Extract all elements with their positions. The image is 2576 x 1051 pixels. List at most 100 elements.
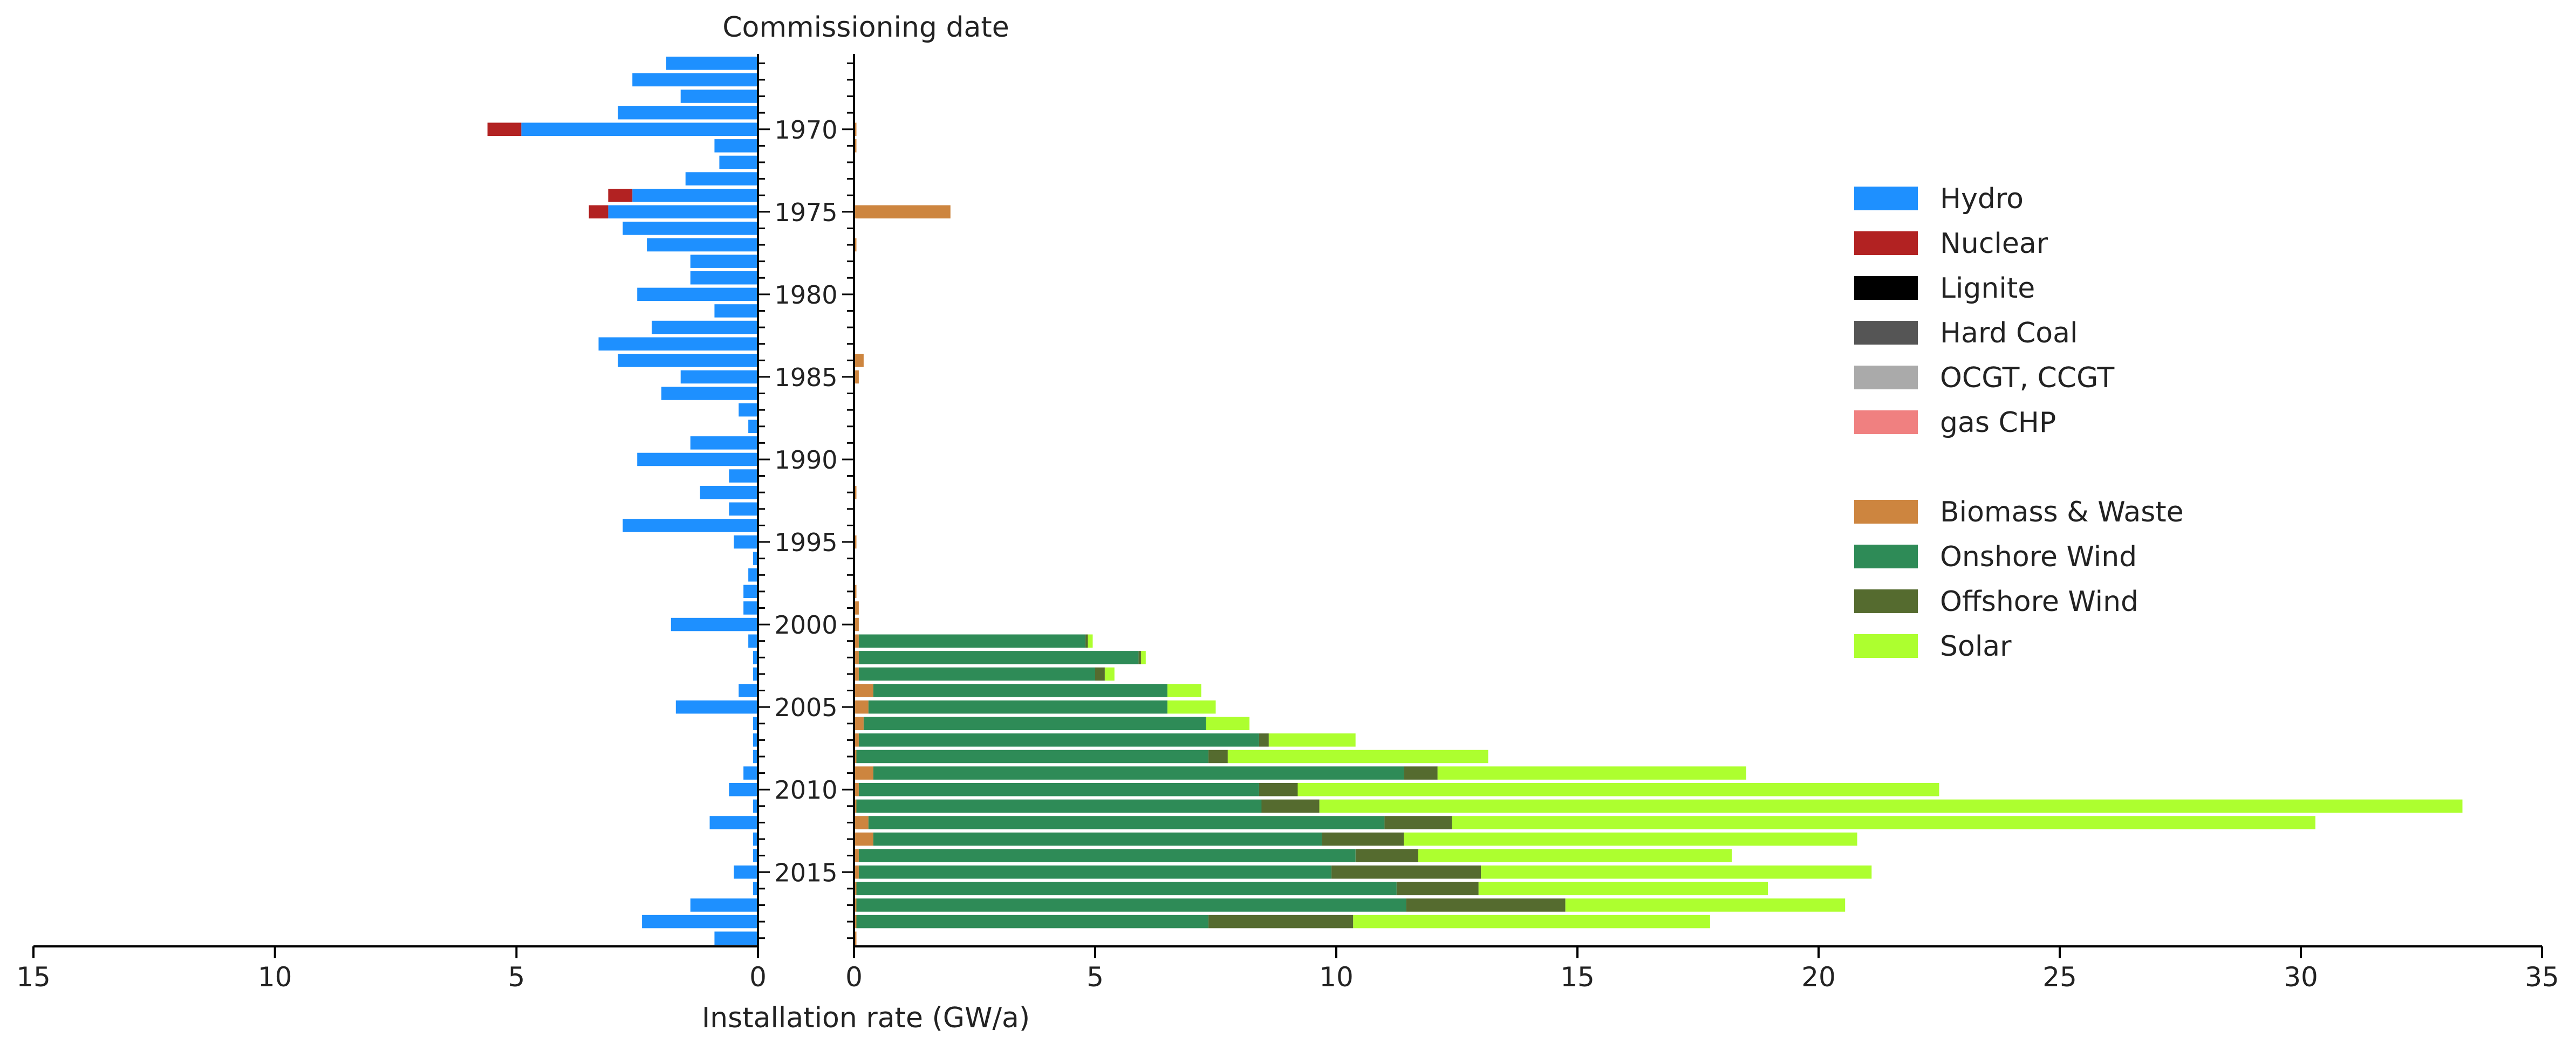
bar-right-2014-biomass-waste: [854, 849, 859, 862]
bar-left-1996-hydro: [753, 552, 758, 565]
bar-right-1992-biomass-waste: [854, 486, 857, 499]
legend-label-offshore-wind: Offshore Wind: [1940, 586, 2138, 618]
bar-left-1980-hydro: [637, 287, 758, 301]
legend-label-hard-coal: Hard Coal: [1940, 317, 2078, 349]
bar-left-1982-hydro: [652, 320, 758, 334]
legend-swatch-hard-coal: [1854, 321, 1918, 345]
bar-right-2008-biomass-waste: [854, 750, 857, 764]
bar-right-2008-offshore-wind: [1208, 750, 1228, 764]
left-x-tick-label-5: 5: [508, 961, 525, 993]
legend-swatch-offshore-wind: [1854, 589, 1918, 613]
bar-left-1999-hydro: [743, 601, 758, 615]
bar-left-2018-hydro: [642, 915, 758, 929]
bar-left-2006-hydro: [753, 717, 758, 730]
bar-left-2015-hydro: [734, 865, 758, 879]
bar-right-2015-offshore-wind: [1331, 865, 1481, 879]
bar-right-2002-offshore-wind: [1138, 651, 1141, 664]
bar-left-2004-hydro: [739, 684, 758, 697]
bar-left-1997-hydro: [748, 568, 758, 582]
bar-right-2010-offshore-wind: [1259, 783, 1298, 796]
bar-left-2002-hydro: [753, 651, 758, 664]
bar-left-2003-hydro: [753, 667, 758, 681]
legend-swatch-solar: [1854, 634, 1918, 658]
bar-right-2013-onshore-wind: [873, 832, 1322, 846]
chart-title: Commissioning date: [722, 11, 1009, 44]
bar-right-2014-solar: [1418, 849, 1732, 862]
right-x-tick-label-35: 35: [2525, 961, 2559, 993]
bar-right-2014-offshore-wind: [1355, 849, 1418, 862]
bar-right-2011-onshore-wind: [856, 799, 1262, 813]
bar-right-2017-onshore-wind: [856, 898, 1406, 912]
bar-right-2016-solar: [1478, 882, 1768, 896]
bar-right-2010-solar: [1297, 783, 1939, 796]
bar-right-2005-onshore-wind: [868, 700, 1168, 714]
legend-label-ocgt-ccgt: OCGT, CCGT: [1940, 362, 2115, 394]
bar-right-2001-biomass-waste: [854, 634, 859, 648]
right-x-tick-label-20: 20: [1801, 961, 1836, 993]
legend-label-hydro: Hydro: [1940, 183, 2024, 215]
year-tick-label-2000: 2000: [774, 610, 837, 640]
right-x-tick-label-10: 10: [1319, 961, 1354, 993]
bar-left-2011-hydro: [753, 799, 758, 813]
bar-left-1974-hydro: [632, 189, 758, 202]
bar-right-2015-biomass-waste: [854, 865, 859, 879]
bar-right-2007-biomass-waste: [854, 733, 859, 747]
bar-right-2018-offshore-wind: [1208, 915, 1354, 929]
year-tick-label-2015: 2015: [774, 858, 837, 887]
legend-label-nuclear: Nuclear: [1940, 228, 2048, 260]
bar-right-2016-biomass-waste: [854, 882, 857, 896]
bar-left-2012-hydro: [709, 816, 758, 829]
bar-right-2005-solar: [1167, 700, 1216, 714]
bar-left-1973-hydro: [685, 172, 758, 186]
legend-label-biomass-waste: Biomass & Waste: [1940, 496, 2184, 528]
bar-right-2012-biomass-waste: [854, 816, 869, 829]
bar-right-2013-biomass-waste: [854, 832, 873, 846]
year-tick-label-1985: 1985: [774, 363, 837, 392]
bar-right-2001-onshore-wind: [858, 634, 1086, 648]
bar-right-2018-onshore-wind: [856, 915, 1209, 929]
bar-right-2011-offshore-wind: [1261, 799, 1320, 813]
right-x-tick-label-30: 30: [2284, 961, 2318, 993]
legend-label-lignite: Lignite: [1940, 272, 2035, 305]
bar-right-2002-solar: [1140, 651, 1146, 664]
bar-right-2003-onshore-wind: [858, 667, 1095, 681]
bar-right-2016-offshore-wind: [1396, 882, 1479, 896]
bar-right-1970-biomass-waste: [854, 122, 857, 136]
bar-left-1990-hydro: [637, 452, 758, 466]
bar-left-1981-hydro: [714, 304, 758, 318]
bar-right-2007-onshore-wind: [858, 733, 1259, 747]
bar-left-1967-hydro: [632, 73, 758, 87]
bar-right-2011-solar: [1319, 799, 2463, 813]
legend-label-onshore-wind: Onshore Wind: [1940, 541, 2137, 573]
bar-left-2014-hydro: [753, 849, 758, 862]
bar-right-2004-biomass-waste: [854, 684, 873, 697]
bar-left-2008-hydro: [753, 750, 758, 764]
bar-right-2009-solar: [1437, 766, 1746, 780]
bar-right-2006-solar: [1206, 717, 1250, 730]
bar-left-1992-hydro: [700, 486, 758, 499]
bar-right-2012-solar: [1452, 816, 2315, 829]
bar-right-2015-onshore-wind: [858, 865, 1331, 879]
bar-left-1966-hydro: [666, 57, 758, 70]
bar-right-2009-offshore-wind: [1404, 766, 1438, 780]
bar-right-2016-onshore-wind: [856, 882, 1397, 896]
bar-right-2013-solar: [1404, 832, 1857, 846]
bar-right-1985-biomass-waste: [854, 370, 859, 384]
bar-right-2002-biomass-waste: [854, 651, 859, 664]
left-x-tick-label-0: 0: [749, 961, 767, 993]
bar-left-1976-hydro: [623, 222, 758, 235]
legend-label-gas-chp: gas CHP: [1940, 407, 2056, 439]
legend-swatch-nuclear: [1854, 231, 1918, 255]
bar-right-2018-biomass-waste: [854, 915, 857, 929]
right-x-tick-label-25: 25: [2042, 961, 2077, 993]
x-axis-label: Installation rate (GW/a): [702, 1002, 1030, 1034]
bar-left-2019-hydro: [714, 931, 758, 945]
bar-right-2019-biomass-waste: [854, 931, 857, 945]
bar-right-2002-onshore-wind: [858, 651, 1139, 664]
year-tick-label-1975: 1975: [774, 198, 837, 227]
legend-swatch-onshore-wind: [1854, 545, 1918, 568]
legend-swatch-ocgt-ccgt: [1854, 366, 1918, 389]
right-x-tick-label-15: 15: [1560, 961, 1595, 993]
bar-left-1985-hydro: [680, 370, 758, 384]
bar-left-1991-hydro: [729, 469, 758, 483]
